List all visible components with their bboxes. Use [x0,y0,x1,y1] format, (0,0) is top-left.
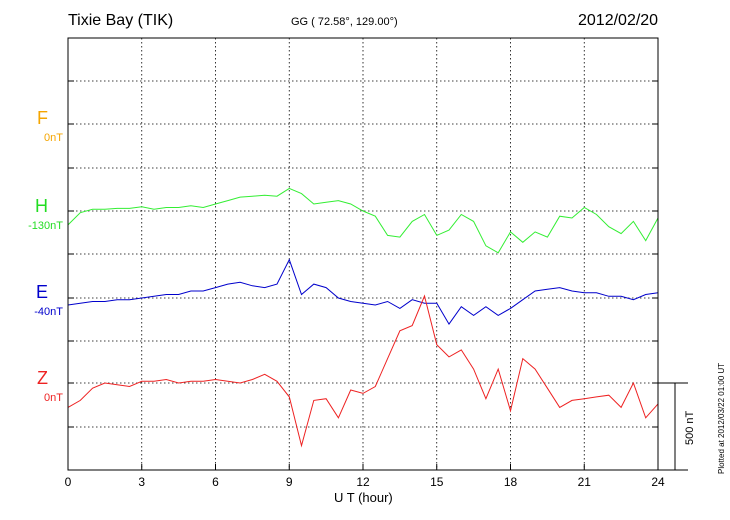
station-title: Tixie Bay (TIK) [68,12,174,29]
x-axis-label: U T (hour) [334,490,393,505]
channel-f-baseline: 0nT [44,132,63,144]
grid-lines [68,38,658,470]
channel-f-label: F [37,108,48,128]
channel-h-baseline: -130nT [28,220,63,232]
channel-z-label: Z [37,368,48,388]
plotted-timestamp: Plotted at 2012/03/22 01:00 UT [717,362,726,474]
trace-z [67,294,659,448]
plot-frame [67,37,659,471]
x-tick-label: 9 [286,475,293,489]
x-tick-label: 18 [504,475,518,489]
channel-traces [67,187,659,448]
x-tick-label: 12 [356,475,370,489]
trace-h [67,187,659,254]
scale-bar-label: 500 nT [684,410,696,445]
scale-bar: 500 nT [658,382,696,471]
x-tick-label: 15 [430,475,444,489]
geographic-coordinates: GG ( 72.58°, 129.00°) [291,16,398,28]
channel-e-label: E [35,282,48,302]
x-tick-label: 24 [651,475,665,489]
channel-z-baseline: 0nT [44,392,63,404]
x-tick-label: 6 [212,475,219,489]
x-tick-label: 3 [138,475,145,489]
channel-h-label: H [35,196,48,216]
x-tick-label: 21 [578,475,592,489]
date-label: 2012/02/20 [578,12,659,29]
x-tick-label: 0 [65,475,72,489]
trace-e [67,258,659,326]
channel-e-baseline: -40nT [34,306,63,318]
x-axis-ticks: 0 3 6 9 12 15 18 21 24 [65,464,665,489]
